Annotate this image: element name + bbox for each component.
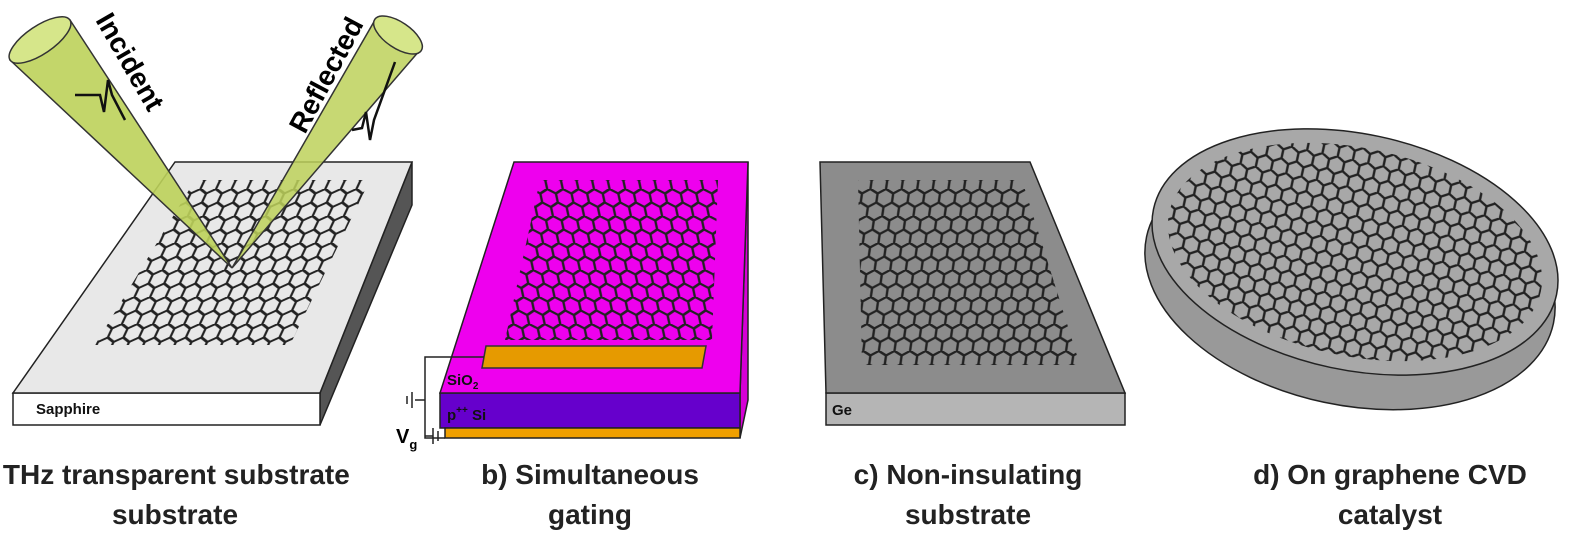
gate-label: Vg	[396, 426, 417, 452]
electrode	[481, 345, 707, 369]
caption: gating	[548, 499, 632, 530]
si-layer	[439, 392, 741, 429]
graphene	[95, 180, 370, 345]
pulse	[351, 61, 397, 141]
caption: substrate	[112, 499, 238, 530]
oxide-label: SiO2	[447, 372, 479, 392]
caption: c) Non-insulating	[854, 459, 1083, 490]
graphene	[505, 180, 718, 340]
beam-end	[8, 16, 72, 64]
back-gate	[444, 427, 741, 439]
pulse	[75, 79, 127, 121]
oxide-text: SiO	[447, 372, 473, 389]
graphene	[1167, 142, 1543, 362]
caption: catalyst	[1338, 499, 1442, 530]
si-text: Si	[468, 407, 486, 424]
panel-d: d) On graphene CVD catalyst	[1144, 128, 1559, 530]
panel-a: Sapphire Incident Reflected a) THz trans…	[0, 8, 424, 530]
gate-text: V	[396, 426, 410, 448]
beam-end	[372, 15, 424, 55]
caption: b) Simultaneous	[481, 459, 699, 490]
gate-sub: g	[409, 437, 417, 452]
substrate-label: Sapphire	[36, 401, 100, 418]
si-sup: ++	[456, 405, 468, 416]
panel-b: SiO2 p++ Si Vg b) Simultaneous gating	[396, 161, 749, 530]
caption: substrate	[905, 499, 1031, 530]
oxide-sub: 2	[473, 381, 479, 392]
caption: d) On graphene CVD	[1253, 459, 1527, 490]
si-label: p++ Si	[447, 405, 486, 424]
si-text: p	[447, 407, 456, 424]
substrate-label: Ge	[832, 402, 852, 419]
circuit	[406, 356, 484, 444]
slab-front	[825, 392, 1126, 426]
caption: a) THz transparent substrate	[0, 459, 350, 490]
graphene	[858, 180, 1080, 365]
panel-c: Ge c) Non-insulating substrate	[819, 161, 1127, 530]
